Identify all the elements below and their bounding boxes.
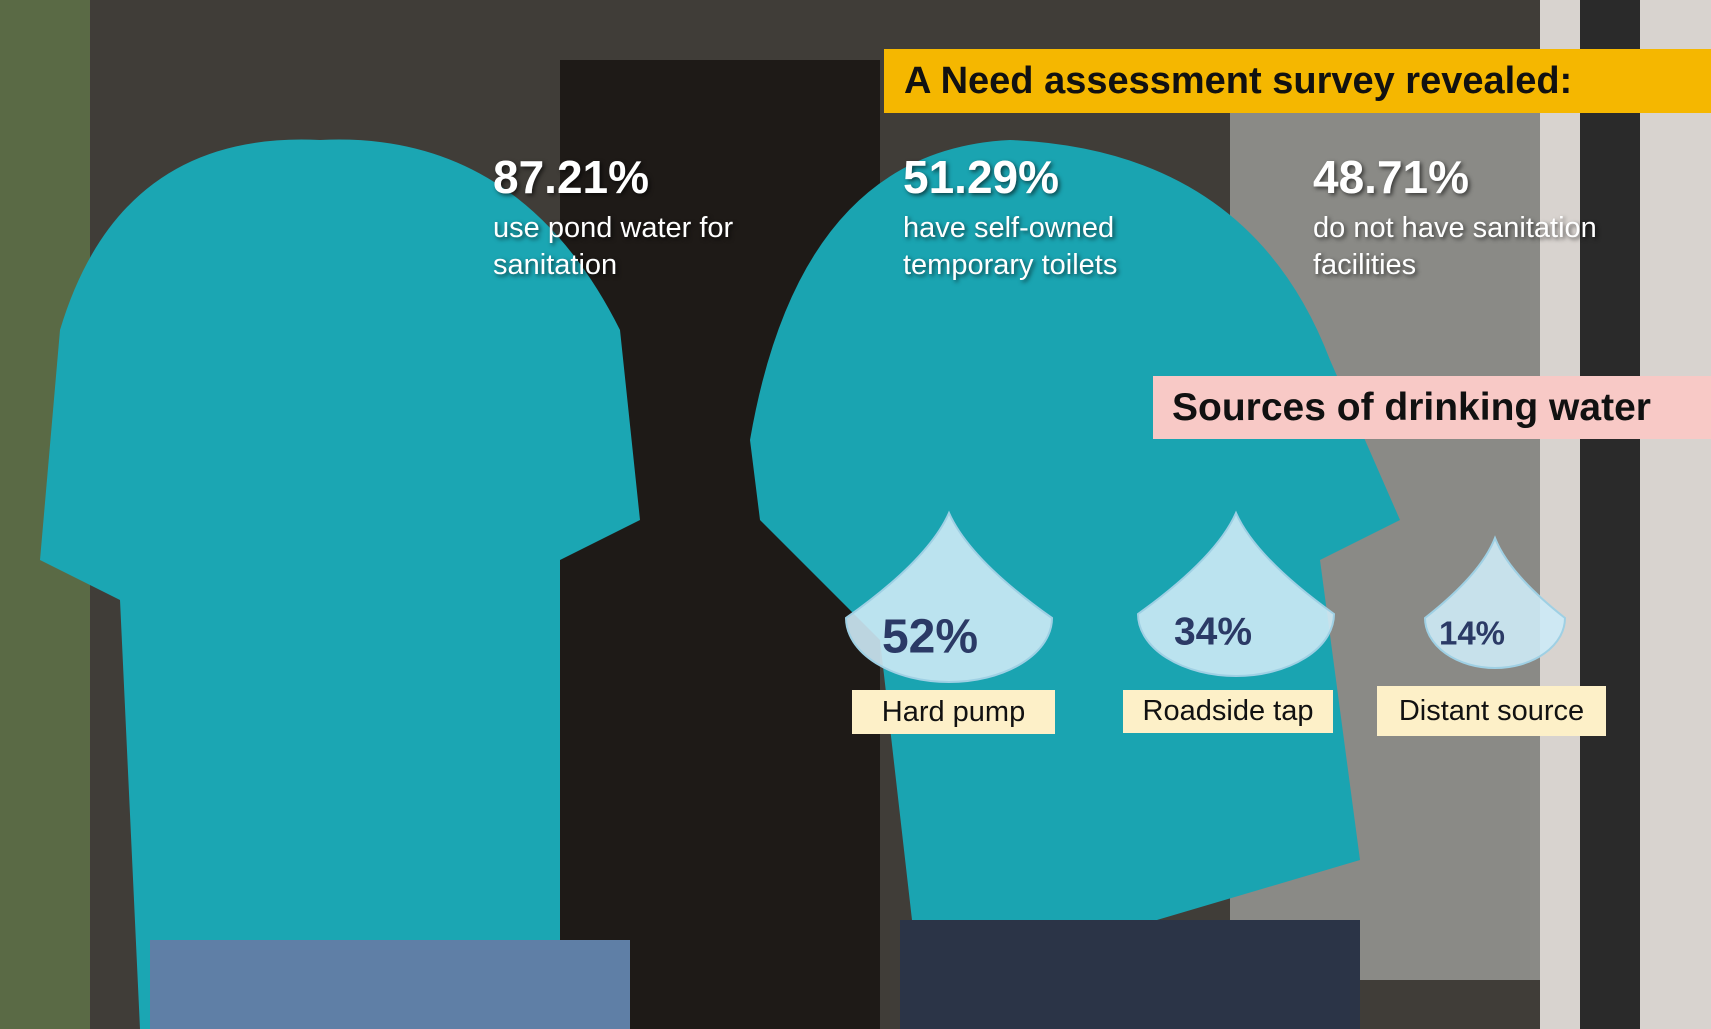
infographic: A Need assessment survey revealed: 87.21… <box>0 0 1711 1029</box>
drop-value: 14% <box>1439 615 1505 652</box>
source-label: Distant source <box>1377 686 1606 736</box>
drop-value: 34% <box>1174 610 1252 653</box>
drop-value: 52% <box>882 611 978 664</box>
source-label: Hard pump <box>852 690 1055 734</box>
source-label: Roadside tap <box>1123 690 1333 733</box>
drops: 52% 34% 14% <box>0 0 1711 1029</box>
